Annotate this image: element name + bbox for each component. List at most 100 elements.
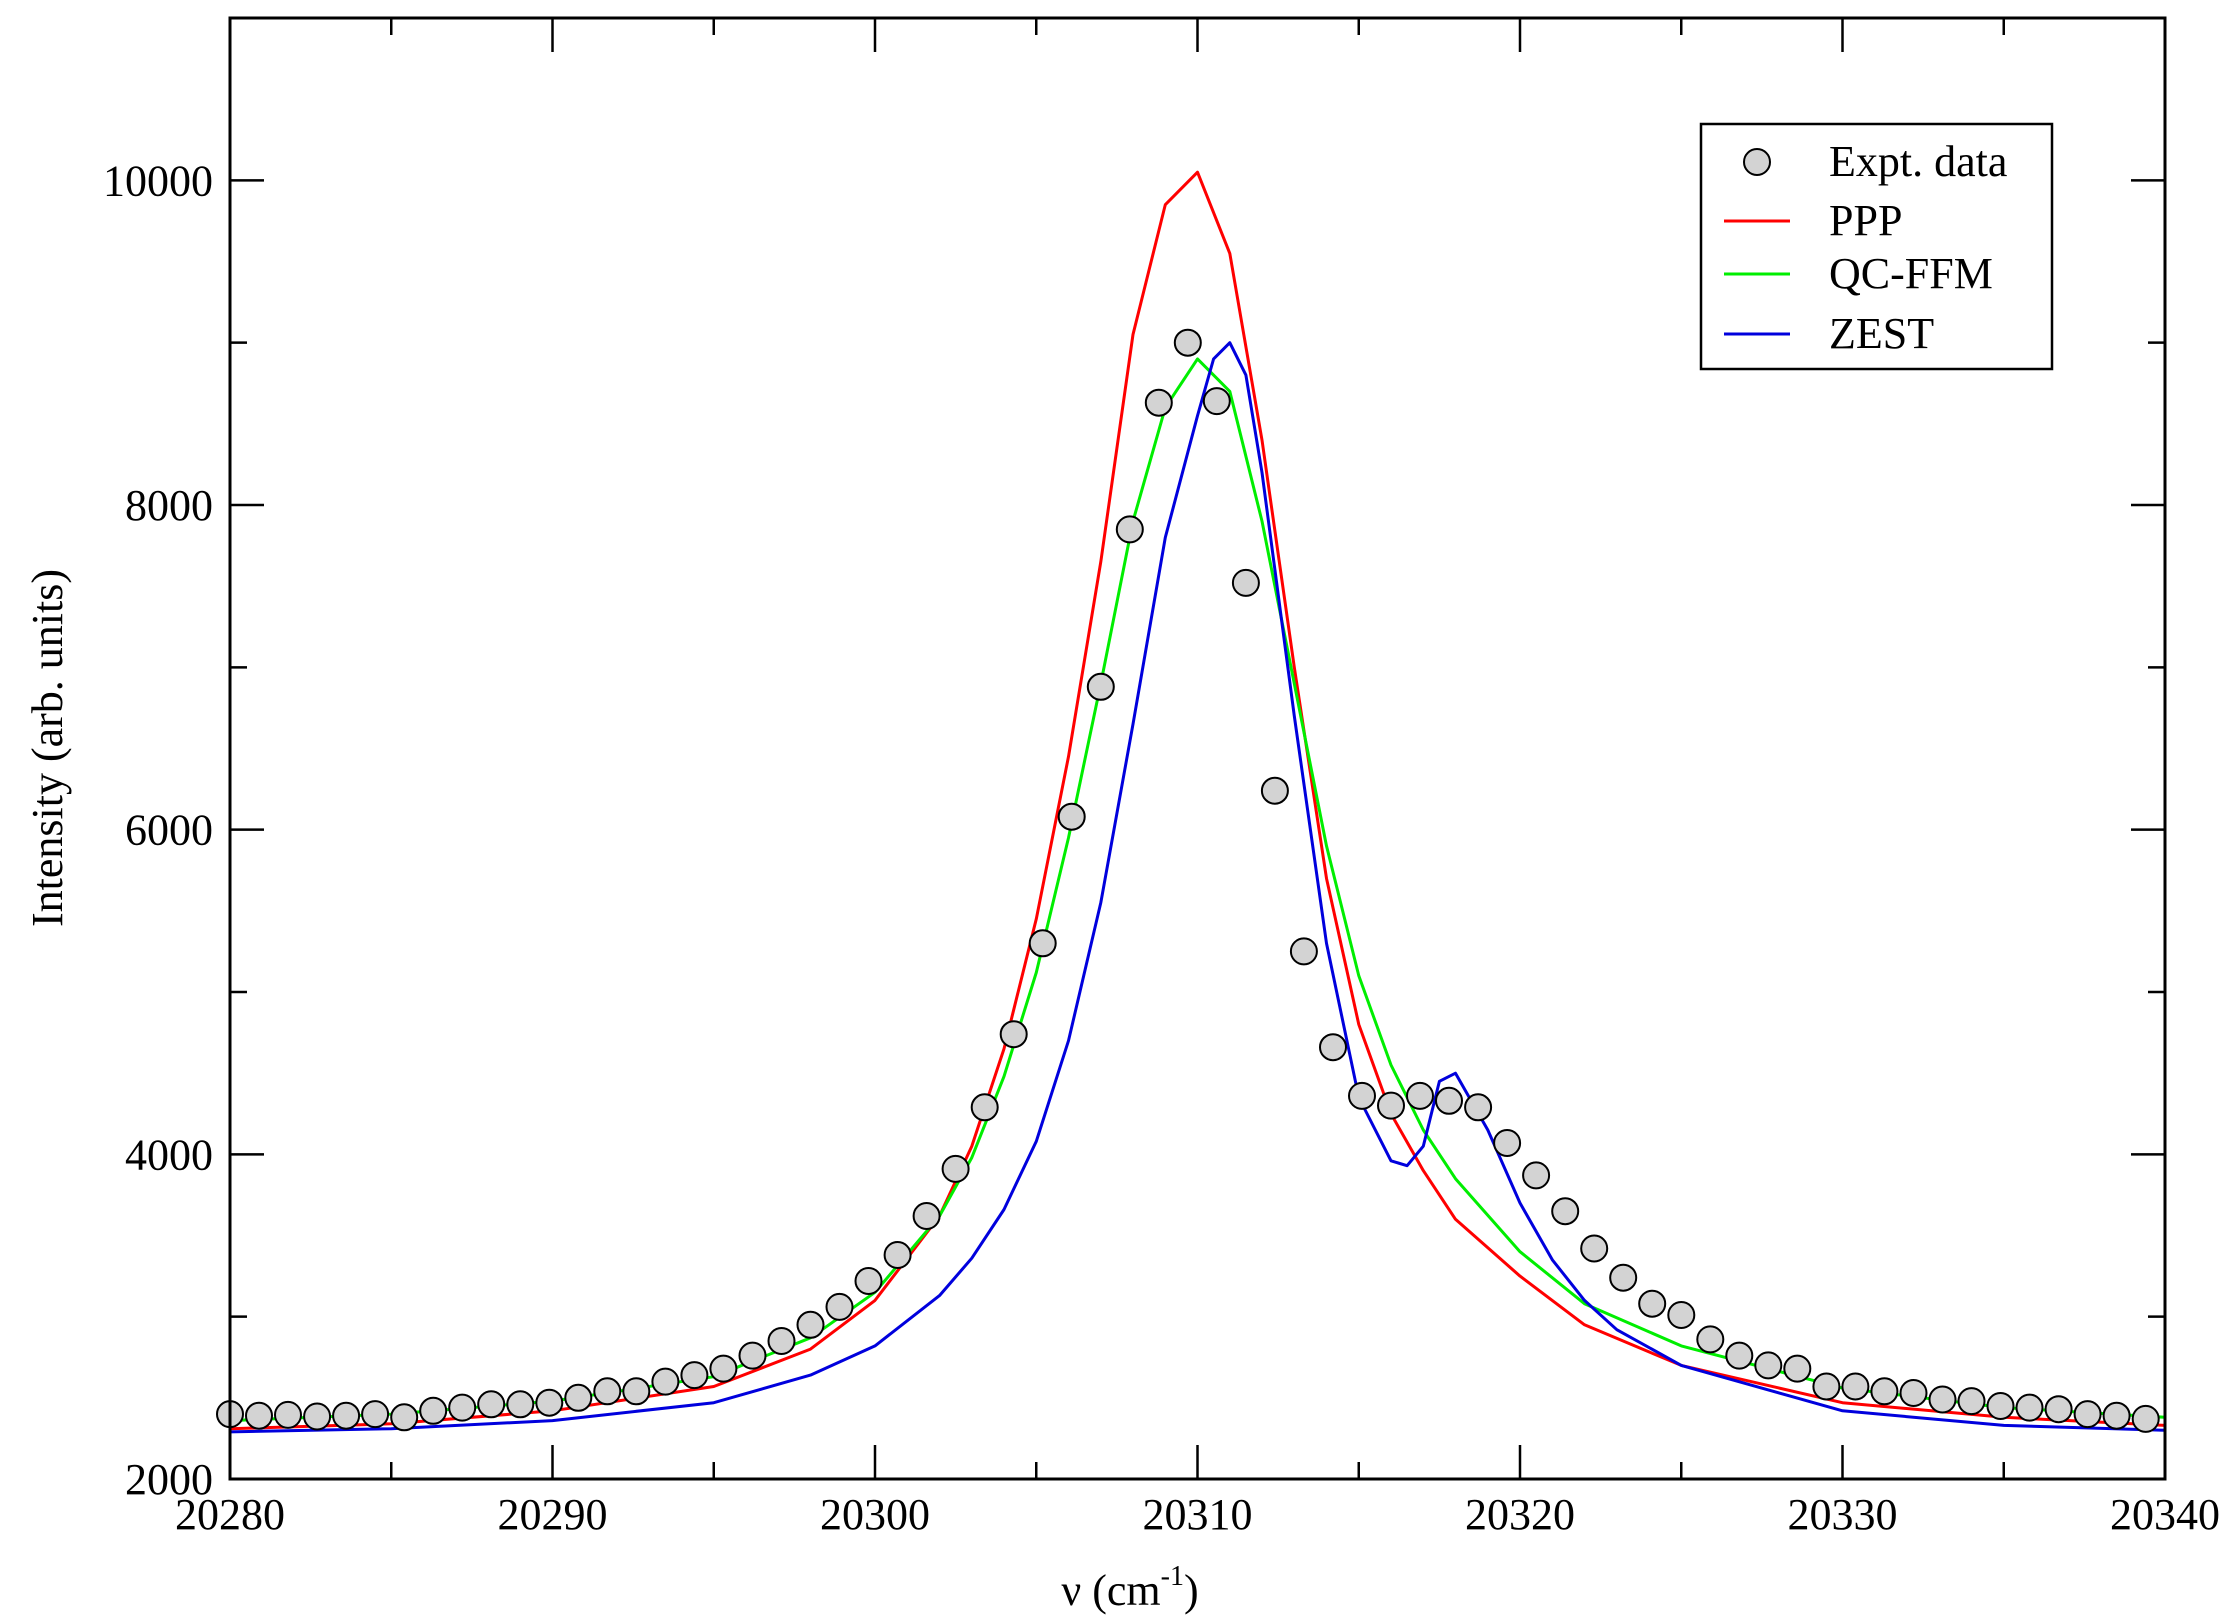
x-axis-label-main: ν (cm [1061,1566,1160,1615]
legend-label-ppp: PPP [1829,196,1902,245]
data-point-expt-data [854,1267,883,1295]
data-point-expt-data [912,1202,941,1230]
data-point-expt-data [332,1401,361,1430]
data-point-expt-data [1754,1351,1783,1380]
series-line-ppp [229,170,2166,1431]
data-point-expt-data [825,1292,854,1321]
data-point-expt-data [1173,328,1202,357]
data-point-expt-data [680,1361,709,1390]
data-point-expt-data [1783,1354,1812,1383]
x-tick-label: 20290 [498,1490,608,1539]
data-point-expt-data [1144,388,1173,417]
data-point-expt-data [477,1390,506,1419]
data-point-expt-data [2073,1400,2102,1429]
data-point-expt-data [593,1377,622,1406]
data-point-expt-data [1231,568,1260,597]
data-point-expt-data [245,1401,273,1430]
data-point-expt-data [1609,1263,1638,1292]
axis-ticks [228,16,2167,1481]
y-tick-label: 2000 [125,1455,213,1504]
data-point-expt-data [767,1327,796,1355]
data-point-expt-data [361,1400,390,1429]
data-point-expt-data [738,1341,767,1370]
legend-entry-zest: ZEST [1724,309,1934,358]
data-point-expt-data [564,1383,593,1412]
legend-marker-icon [1743,148,1771,176]
data-point-expt-data [941,1154,970,1183]
data-point-expt-data [709,1354,738,1383]
data-point-expt-data [1812,1372,1841,1401]
data-point-expt-data [1464,1093,1493,1122]
data-point-expt-data [1435,1086,1463,1115]
data-point-expt-data [1870,1377,1899,1406]
data-point-expt-data [2015,1393,2044,1422]
series-line-zest [229,341,2166,1434]
data-point-expt-data [1841,1372,1870,1401]
series-markers [216,328,2160,1433]
data-point-expt-data [1638,1289,1667,1318]
data-point-expt-data [2131,1404,2160,1433]
data-point-expt-data [651,1367,680,1396]
data-point-expt-data [1928,1385,1957,1414]
data-point-expt-data [1986,1392,2015,1420]
x-tick-label: 20280 [175,1490,285,1539]
data-point-expt-data [1551,1197,1580,1226]
data-point-expt-data [2102,1401,2131,1430]
data-point-expt-data [1725,1341,1754,1370]
data-point-expt-data [506,1390,535,1419]
data-point-expt-data [1696,1325,1725,1354]
x-tick-label: 20320 [1465,1490,1575,1539]
data-point-expt-data [1493,1129,1522,1157]
legend-entry-ppp: PPP [1724,196,1902,245]
data-point-expt-data [1667,1301,1696,1329]
legend-entry-expt-data: Expt. data [1743,137,2007,186]
data-point-expt-data [970,1093,999,1122]
x-tick-label: 20340 [2110,1490,2220,1539]
y-axis-label: Intensity (arb. units) [23,569,72,927]
data-point-expt-data [1348,1081,1376,1110]
y-tick-label: 8000 [125,481,213,530]
data-point-expt-data [1406,1081,1434,1110]
data-point-expt-data [622,1377,651,1406]
series-lines [229,170,2166,1434]
legend-label-qc-ffm: QC-FFM [1829,249,1993,298]
data-point-expt-data [1260,776,1289,805]
y-tick-label: 10000 [103,156,213,205]
data-point-expt-data [1289,937,1318,966]
x-axis-label-end: ) [1184,1566,1199,1615]
x-axis-label: ν (cm-1) [1061,1561,1198,1615]
data-point-expt-data [1028,929,1057,958]
data-point-expt-data [1319,1033,1347,1062]
data-point-expt-data [1522,1161,1551,1190]
legend-entry-qc-ffm: QC-FFM [1724,249,1993,298]
data-point-expt-data [2044,1395,2073,1424]
data-point-expt-data [1580,1234,1609,1263]
data-point-expt-data [1957,1387,1986,1416]
data-point-expt-data [1115,515,1144,544]
data-point-expt-data [1377,1091,1405,1120]
data-point-expt-data [796,1310,825,1339]
x-tick-label: 20330 [1788,1490,1898,1539]
data-point-expt-data [303,1402,332,1431]
x-axis-label-superscript: -1 [1161,1561,1184,1592]
data-point-expt-data [1202,387,1231,416]
data-point-expt-data [1057,802,1086,831]
legend-label-zest: ZEST [1829,309,1934,358]
data-point-expt-data [883,1241,912,1269]
data-point-expt-data [274,1400,302,1429]
data-point-expt-data [448,1393,477,1422]
x-tick-label: 20300 [820,1490,930,1539]
legend-label-expt-data: Expt. data [1829,137,2007,186]
legend: Expt. data PPP QC-FFM ZEST [1699,122,2054,371]
x-tick-label: 20310 [1143,1490,1253,1539]
data-point-expt-data [535,1388,564,1417]
data-point-expt-data [1899,1379,1928,1407]
axis-tick-labels: 20280 20290 20300 20310 20320 20330 20340 2000 4… [103,156,2220,1539]
data-point-expt-data [390,1403,419,1432]
data-point-expt-data [999,1020,1028,1049]
data-point-expt-data [1086,672,1115,701]
data-point-expt-data [419,1396,448,1425]
series-line-qc-ffm [229,357,2166,1423]
y-tick-label: 4000 [125,1130,213,1179]
